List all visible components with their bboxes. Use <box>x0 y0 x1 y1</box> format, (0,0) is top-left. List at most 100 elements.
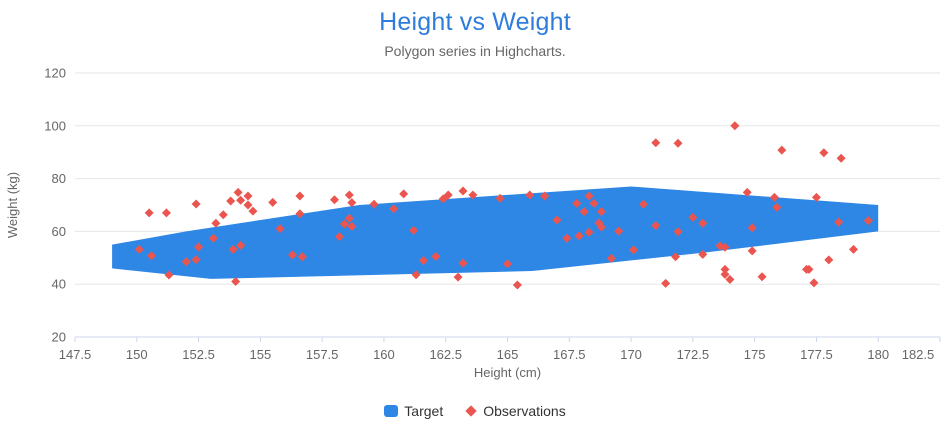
observation-point[interactable] <box>824 255 834 265</box>
observation-point[interactable] <box>777 145 787 155</box>
observation-point[interactable] <box>596 222 606 232</box>
observation-point[interactable] <box>287 250 297 260</box>
observation-point[interactable] <box>584 227 594 237</box>
observation-point[interactable] <box>579 207 589 217</box>
observation-point[interactable] <box>344 190 354 200</box>
observation-point[interactable] <box>369 199 379 209</box>
observation-point[interactable] <box>651 221 661 231</box>
observation-point[interactable] <box>248 206 258 216</box>
observation-point[interactable] <box>389 204 399 214</box>
observation-point[interactable] <box>688 212 698 222</box>
observation-point[interactable] <box>512 280 522 290</box>
observation-point[interactable] <box>218 210 228 220</box>
observation-point[interactable] <box>164 270 174 280</box>
observation-point[interactable] <box>144 208 154 218</box>
observation-point[interactable] <box>339 219 349 229</box>
observation-point[interactable] <box>757 272 767 282</box>
observation-point[interactable] <box>720 242 730 252</box>
observation-point[interactable] <box>742 187 752 197</box>
observation-point[interactable] <box>344 213 354 223</box>
observation-point[interactable] <box>552 215 562 225</box>
legend-item-target[interactable]: Target <box>384 403 443 419</box>
observation-point[interactable] <box>295 209 305 219</box>
observation-point[interactable] <box>233 187 243 197</box>
observation-point[interactable] <box>275 224 285 234</box>
observation-point[interactable] <box>243 191 253 201</box>
observation-point[interactable] <box>673 227 683 237</box>
observation-point[interactable] <box>399 189 409 199</box>
observation-point[interactable] <box>236 195 246 205</box>
observation-point[interactable] <box>236 240 246 250</box>
observation-point[interactable] <box>161 208 171 218</box>
observation-point[interactable] <box>334 232 344 242</box>
observation-point[interactable] <box>804 264 814 274</box>
observation-point[interactable] <box>194 242 204 252</box>
observation-point[interactable] <box>596 207 606 217</box>
observation-point[interactable] <box>228 244 238 254</box>
chart-subtitle: Polygon series in Highcharts. <box>384 43 566 59</box>
observation-point[interactable] <box>347 198 357 208</box>
observation-point[interactable] <box>698 218 708 228</box>
observation-point[interactable] <box>458 258 468 268</box>
observation-point[interactable] <box>231 277 241 287</box>
observation-point[interactable] <box>661 278 671 288</box>
observation-point[interactable] <box>725 274 735 284</box>
observation-point[interactable] <box>651 138 661 148</box>
observation-point[interactable] <box>503 259 512 269</box>
observation-point[interactable] <box>181 257 191 267</box>
observation-point[interactable] <box>574 231 584 241</box>
observation-point[interactable] <box>809 278 819 288</box>
observation-point[interactable] <box>849 244 858 254</box>
observation-point[interactable] <box>772 202 782 212</box>
observation-point[interactable] <box>468 190 478 200</box>
observation-point[interactable] <box>540 191 550 201</box>
observation-point[interactable] <box>819 148 829 158</box>
observation-point[interactable] <box>525 190 535 200</box>
observation-point[interactable] <box>409 225 419 235</box>
observation-point[interactable] <box>147 251 157 261</box>
observation-point[interactable] <box>418 255 428 265</box>
observation-point[interactable] <box>863 216 873 226</box>
observation-point[interactable] <box>638 199 648 209</box>
observation-point[interactable] <box>458 186 468 196</box>
observation-point[interactable] <box>330 195 339 205</box>
observation-point[interactable] <box>673 138 683 148</box>
observation-point[interactable] <box>698 249 708 259</box>
observation-point[interactable] <box>572 198 582 208</box>
observation-point[interactable] <box>443 190 453 200</box>
observation-point[interactable] <box>769 192 779 202</box>
observation-point[interactable] <box>191 199 201 209</box>
observation-point[interactable] <box>347 221 357 231</box>
observation-point[interactable] <box>211 218 221 228</box>
observation-point[interactable] <box>584 191 594 201</box>
observation-point[interactable] <box>730 121 740 131</box>
legend-item-observations[interactable]: Observations <box>465 403 566 419</box>
observation-point[interactable] <box>208 233 218 243</box>
observation-point[interactable] <box>411 270 421 280</box>
observation-point[interactable] <box>134 244 144 254</box>
observation-point[interactable] <box>811 192 821 202</box>
observation-point[interactable] <box>606 253 616 263</box>
observation-point[interactable] <box>720 264 730 274</box>
observation-point[interactable] <box>834 217 844 227</box>
y-tick-label: 20 <box>52 330 66 345</box>
observation-point[interactable] <box>297 252 307 262</box>
observation-point[interactable] <box>431 251 441 261</box>
observation-point[interactable] <box>747 223 757 233</box>
observation-point[interactable] <box>747 246 757 256</box>
observation-point[interactable] <box>243 200 253 210</box>
observation-point[interactable] <box>614 226 624 236</box>
observation-point[interactable] <box>495 193 505 203</box>
observation-point[interactable] <box>720 269 730 279</box>
observation-point[interactable] <box>295 191 305 201</box>
observation-point[interactable] <box>191 255 201 265</box>
observation-point[interactable] <box>453 272 463 282</box>
observation-point[interactable] <box>671 252 681 262</box>
observation-point[interactable] <box>268 197 278 207</box>
observation-point[interactable] <box>836 153 846 163</box>
observation-point[interactable] <box>562 233 572 243</box>
observation-point[interactable] <box>629 245 639 255</box>
observation-point[interactable] <box>226 196 236 206</box>
observation-point[interactable] <box>589 198 599 208</box>
